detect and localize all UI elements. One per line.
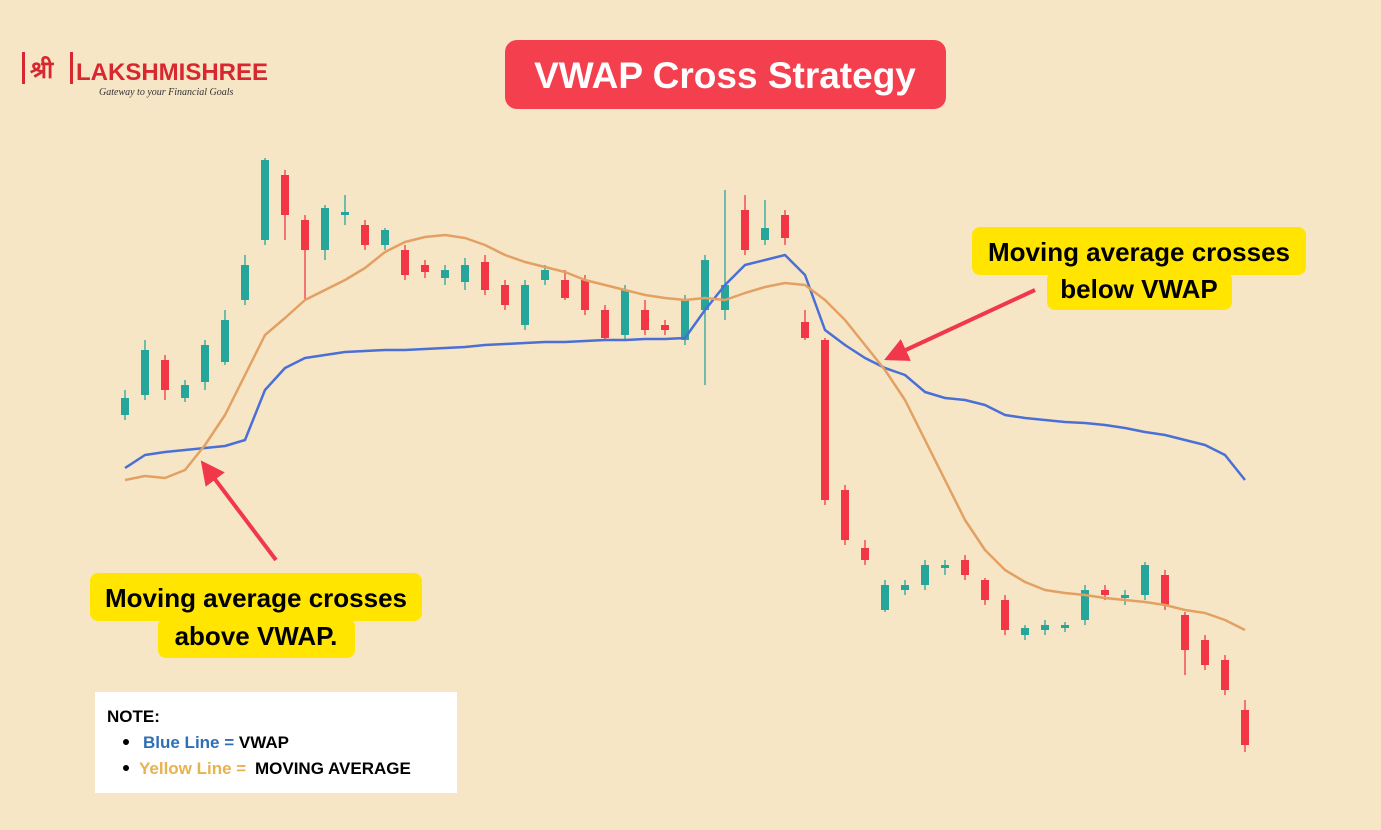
candle-body — [701, 260, 709, 310]
candle-body — [561, 280, 569, 298]
candle-body — [981, 580, 989, 600]
candle-body — [361, 225, 369, 245]
candle-body — [481, 262, 489, 290]
logo-tagline: Gateway to your Financial Goals — [99, 87, 234, 98]
arrow — [884, 288, 1036, 361]
title: VWAP Cross Strategy — [534, 55, 916, 96]
candle-body — [121, 398, 129, 415]
candle-body — [421, 265, 429, 272]
candle-body — [761, 228, 769, 240]
series-line — [124, 253, 1246, 481]
candle-body — [861, 548, 869, 560]
candle-body — [881, 585, 889, 610]
candle-body — [541, 270, 549, 280]
plot-area — [121, 158, 1249, 752]
note-heading: NOTE: — [107, 707, 160, 726]
title-box — [505, 40, 946, 109]
logo-script: श्री — [30, 56, 54, 84]
candle-body — [1021, 628, 1029, 635]
annotation: above VWAP. — [175, 621, 338, 651]
candle-body — [841, 490, 849, 540]
candle-body — [641, 310, 649, 330]
logo-bar — [70, 52, 73, 84]
bullet — [123, 765, 129, 771]
annotation: Moving average crosses — [988, 237, 1290, 267]
note-item: Blue Line = VWAP — [143, 733, 289, 752]
candle-body — [1141, 565, 1149, 595]
candle-body — [141, 350, 149, 395]
candle-body — [1181, 615, 1189, 650]
candle-body — [1081, 590, 1089, 620]
candle-body — [621, 290, 629, 335]
candle-body — [781, 215, 789, 238]
candle-body — [721, 285, 729, 310]
annotation-box — [972, 227, 1306, 275]
bullet — [123, 739, 129, 745]
candle-body — [461, 265, 469, 282]
logo-name: LAKSHMISHREE — [76, 59, 268, 86]
candle-body — [741, 210, 749, 250]
annotation-box — [90, 573, 422, 621]
note-series: MOVING AVERAGE — [255, 759, 411, 778]
candle-body — [901, 585, 909, 590]
annotation-box — [158, 618, 355, 658]
candle-body — [281, 175, 289, 215]
note-item: Yellow Line = MOVING AVERAGE — [139, 759, 411, 778]
candle-body — [1161, 575, 1169, 605]
candle-body — [521, 285, 529, 325]
arrow — [200, 460, 278, 562]
candle-body — [401, 250, 409, 275]
candle-body — [501, 285, 509, 305]
candle-body — [1041, 625, 1049, 630]
candle-body — [821, 340, 829, 500]
candle-body — [801, 322, 809, 338]
annotation: below VWAP — [1060, 274, 1217, 304]
note-label: Blue Line = — [143, 733, 234, 752]
candle-body — [961, 560, 969, 575]
series-line — [124, 233, 1246, 632]
candle-body — [1001, 600, 1009, 630]
candle-body — [301, 220, 309, 250]
candle-body — [581, 280, 589, 310]
candle-body — [181, 385, 189, 398]
candle-body — [381, 230, 389, 245]
candle-body — [321, 208, 329, 250]
logo: श्री LAKSHMISHREE Gateway to your Financ… — [22, 52, 268, 98]
candle-body — [681, 300, 689, 340]
candle-body — [221, 320, 229, 362]
candle-body — [341, 212, 349, 215]
candle-body — [1201, 640, 1209, 665]
candle-body — [1101, 590, 1109, 595]
note-series: VWAP — [239, 733, 289, 752]
candle-body — [1241, 710, 1249, 745]
candle-body — [201, 345, 209, 382]
candle-body — [661, 325, 669, 330]
candle-body — [441, 270, 449, 278]
candle-body — [161, 360, 169, 390]
annotation: Moving average crosses — [105, 583, 407, 613]
candle-body — [941, 565, 949, 568]
logo-bar — [22, 52, 25, 84]
candle-body — [601, 310, 609, 338]
note-box — [95, 692, 457, 793]
note-label: Yellow Line = — [139, 759, 246, 778]
candle-body — [1061, 625, 1069, 628]
candle-body — [921, 565, 929, 585]
candle-body — [241, 265, 249, 300]
candle-body — [261, 160, 269, 240]
candle-body — [1121, 595, 1129, 598]
annotation-box — [1047, 272, 1232, 310]
candle-body — [1221, 660, 1229, 690]
